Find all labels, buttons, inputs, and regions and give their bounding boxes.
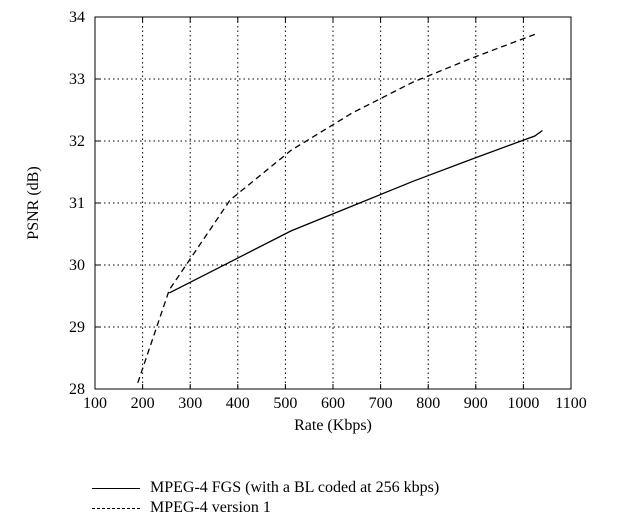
ticks: 100 200 300 400 500 600 700 800 900 1000 1100 28 29 3… — [69, 9, 587, 412]
x-tick-label: 500 — [273, 395, 297, 412]
series-line-fgs — [169, 129, 543, 294]
x-tick-label: 100 — [83, 395, 107, 412]
x-axis-label: Rate (Kbps) — [294, 417, 372, 434]
grid — [95, 17, 571, 389]
y-tick-label: 32 — [69, 133, 85, 150]
legend: MPEG-4 FGS (with a BL coded at 256 kbps)… — [92, 478, 612, 518]
legend-swatch-solid — [92, 487, 140, 489]
y-tick-label: 29 — [69, 319, 85, 336]
y-tick-label: 34 — [69, 9, 85, 26]
y-axis-label: PSNR (dB) — [25, 166, 42, 239]
y-tick-label: 33 — [69, 71, 85, 88]
legend-item-fgs: MPEG-4 FGS (with a BL coded at 256 kbps) — [92, 478, 439, 498]
series-layer — [137, 33, 543, 384]
x-tick-label: 600 — [321, 395, 345, 412]
x-tick-label: 800 — [416, 395, 440, 412]
line-chart: 100 200 300 400 500 600 700 800 900 1000 1100 28 29 3… — [25, 9, 587, 434]
x-tick-label: 700 — [369, 395, 393, 412]
x-tick-label: 200 — [131, 395, 155, 412]
legend-label-fgs: MPEG-4 FGS (with a BL coded at 256 kbps) — [150, 479, 440, 496]
y-tick-label: 31 — [69, 195, 85, 212]
y-tick-label: 30 — [69, 257, 85, 274]
x-tick-label: 1100 — [555, 395, 586, 412]
x-tick-label: 300 — [178, 395, 202, 412]
series-line-version1 — [137, 33, 536, 384]
x-tick-label: 1000 — [507, 395, 539, 412]
legend-item-version1: MPEG-4 version 1 — [92, 498, 271, 518]
y-tick-label: 28 — [69, 381, 85, 398]
x-tick-label: 400 — [226, 395, 250, 412]
legend-swatch-dashed — [92, 507, 140, 509]
x-tick-label: 900 — [464, 395, 488, 412]
legend-label-version1: MPEG-4 version 1 — [150, 499, 271, 516]
